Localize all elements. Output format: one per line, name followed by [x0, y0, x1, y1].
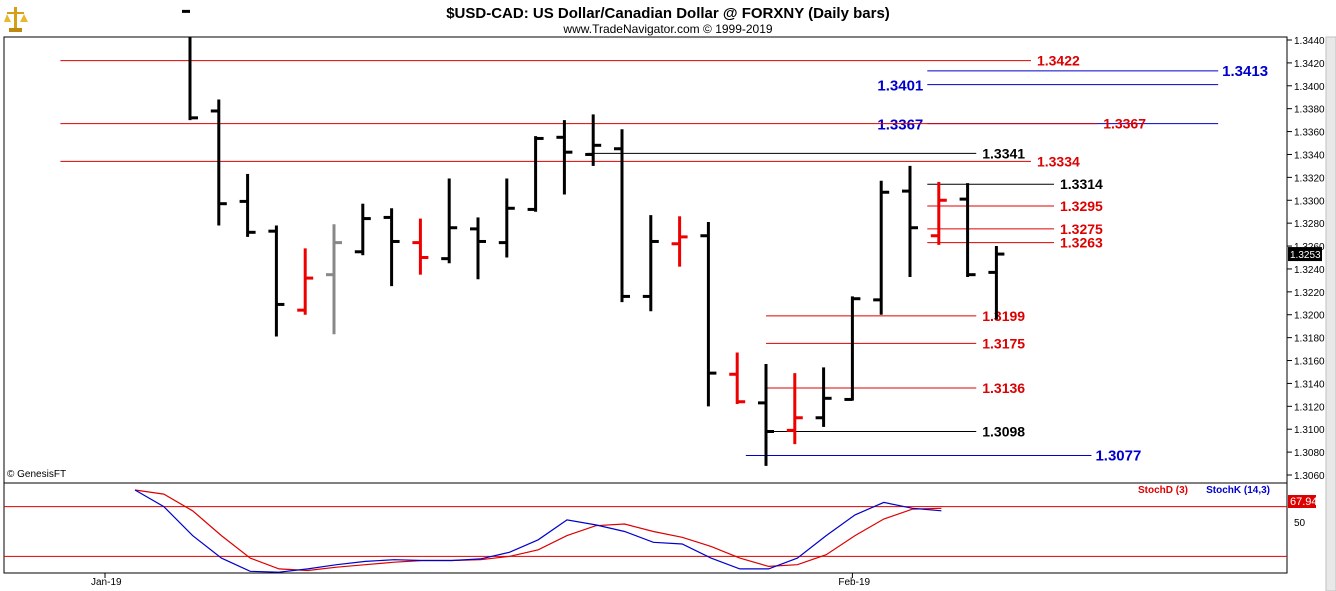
ohlc-bar	[383, 208, 400, 287]
ohlc-bar	[210, 99, 227, 226]
level-label: 1.3367	[877, 117, 923, 134]
price-tick-label: 1.3060	[1294, 471, 1325, 482]
price-tick-label: 1.3120	[1294, 402, 1325, 413]
last-price-badge	[1288, 247, 1322, 262]
ohlc-bar	[527, 136, 544, 212]
price-tick-label: 1.3160	[1294, 357, 1325, 368]
price-tick-label: 1.3360	[1294, 128, 1325, 139]
price-tick-label: 1.3100	[1294, 425, 1325, 436]
scrollbar[interactable]	[1325, 36, 1336, 591]
ohlc-bar	[268, 225, 285, 337]
level-label: 1.3422	[1037, 53, 1080, 69]
price-tick-label: 1.3280	[1294, 219, 1325, 230]
price-tick-label: 1.3420	[1294, 59, 1325, 70]
stochastic-panel	[3, 482, 1288, 574]
chart-subtitle: www.TradeNavigator.com © 1999-2019	[562, 22, 772, 36]
price-tick-label: 1.3200	[1294, 311, 1325, 322]
ohlc-bar	[556, 120, 573, 195]
ohlc-bar	[758, 363, 774, 466]
main-panel	[3, 36, 1288, 484]
price-tick-label: 1.3380	[1294, 105, 1325, 116]
ohlc-bar	[786, 373, 803, 445]
level-label: 1.3175	[982, 335, 1025, 351]
level-label: 1.3098	[982, 424, 1025, 440]
level-label: 1.3413	[1222, 63, 1268, 80]
level-label: 1.3199	[982, 308, 1025, 324]
ohlc-bar	[671, 216, 688, 267]
ohlc-bar	[902, 165, 918, 277]
date-tick-label: Jan-19	[91, 577, 122, 588]
level-label: 1.3136	[982, 380, 1025, 396]
price-tick-label: 1.3080	[1294, 448, 1325, 459]
price-tick-label: 1.3320	[1294, 173, 1325, 184]
last-price-label: 1.3253	[1290, 250, 1321, 261]
ohlc-bar	[988, 246, 1005, 320]
price-tick-label: 1.3300	[1294, 196, 1325, 207]
level-label: 1.3341	[982, 145, 1025, 161]
date-tick-label: Feb-19	[838, 577, 870, 588]
ohlc-bar	[326, 224, 342, 335]
level-label: 1.3295	[1060, 198, 1103, 214]
stoch-d-legend: StochD (3)	[1138, 485, 1188, 496]
ohlc-bar	[354, 203, 371, 256]
price-tick-label: 1.3140	[1294, 379, 1325, 390]
stoch-tick-label: 50	[1294, 518, 1306, 529]
ohlc-bar	[585, 114, 602, 166]
chart-title: $USD-CAD: US Dollar/Canadian Dollar @ FO…	[446, 5, 890, 22]
ohlc-bar	[239, 173, 256, 237]
ohlc-bar	[700, 222, 717, 407]
ohlc-bar	[470, 217, 486, 280]
ohlc-bar	[815, 367, 832, 427]
price-tick-label: 1.3220	[1294, 288, 1325, 299]
level-label: 1.3077	[1095, 448, 1141, 465]
copyright-label: © GenesisFT	[7, 469, 66, 480]
stoch-d-line	[134, 489, 942, 572]
ohlc-bar	[498, 178, 515, 258]
stoch-value-badge	[1288, 495, 1316, 508]
level-label: 1.3334	[1037, 153, 1080, 169]
level-label: 1.3401	[877, 78, 923, 95]
stoch-k-legend: StochK (14,3)	[1206, 485, 1270, 496]
ohlc-bar	[844, 296, 861, 401]
ohlc-bar	[959, 183, 976, 277]
price-tick-label: 1.3340	[1294, 150, 1325, 161]
ohlc-bar	[873, 180, 890, 315]
ohlc-bar	[182, 9, 198, 121]
price-tick-label: 1.3180	[1294, 334, 1325, 345]
level-label: 1.3275	[1060, 221, 1103, 237]
price-tick-label: 1.3440	[1294, 36, 1325, 47]
price-tick-label: 1.3400	[1294, 82, 1325, 93]
price-tick-label: 1.3240	[1294, 265, 1325, 276]
stoch-value-label: 67.94	[1290, 496, 1318, 508]
ohlc-bar	[614, 129, 630, 303]
ohlc-bar	[412, 218, 429, 275]
level-label: 1.3367	[1103, 116, 1146, 132]
level-label: 1.3314	[1060, 176, 1103, 192]
ohlc-bar	[441, 178, 458, 264]
stoch-k-line	[134, 489, 942, 573]
ohlc-bar	[930, 181, 947, 245]
level-label: 1.3263	[1060, 235, 1103, 251]
ohlc-bar	[729, 352, 746, 405]
ohlc-bar	[297, 248, 314, 315]
ohlc-bar	[642, 215, 659, 312]
scales-logo-icon	[4, 7, 28, 32]
